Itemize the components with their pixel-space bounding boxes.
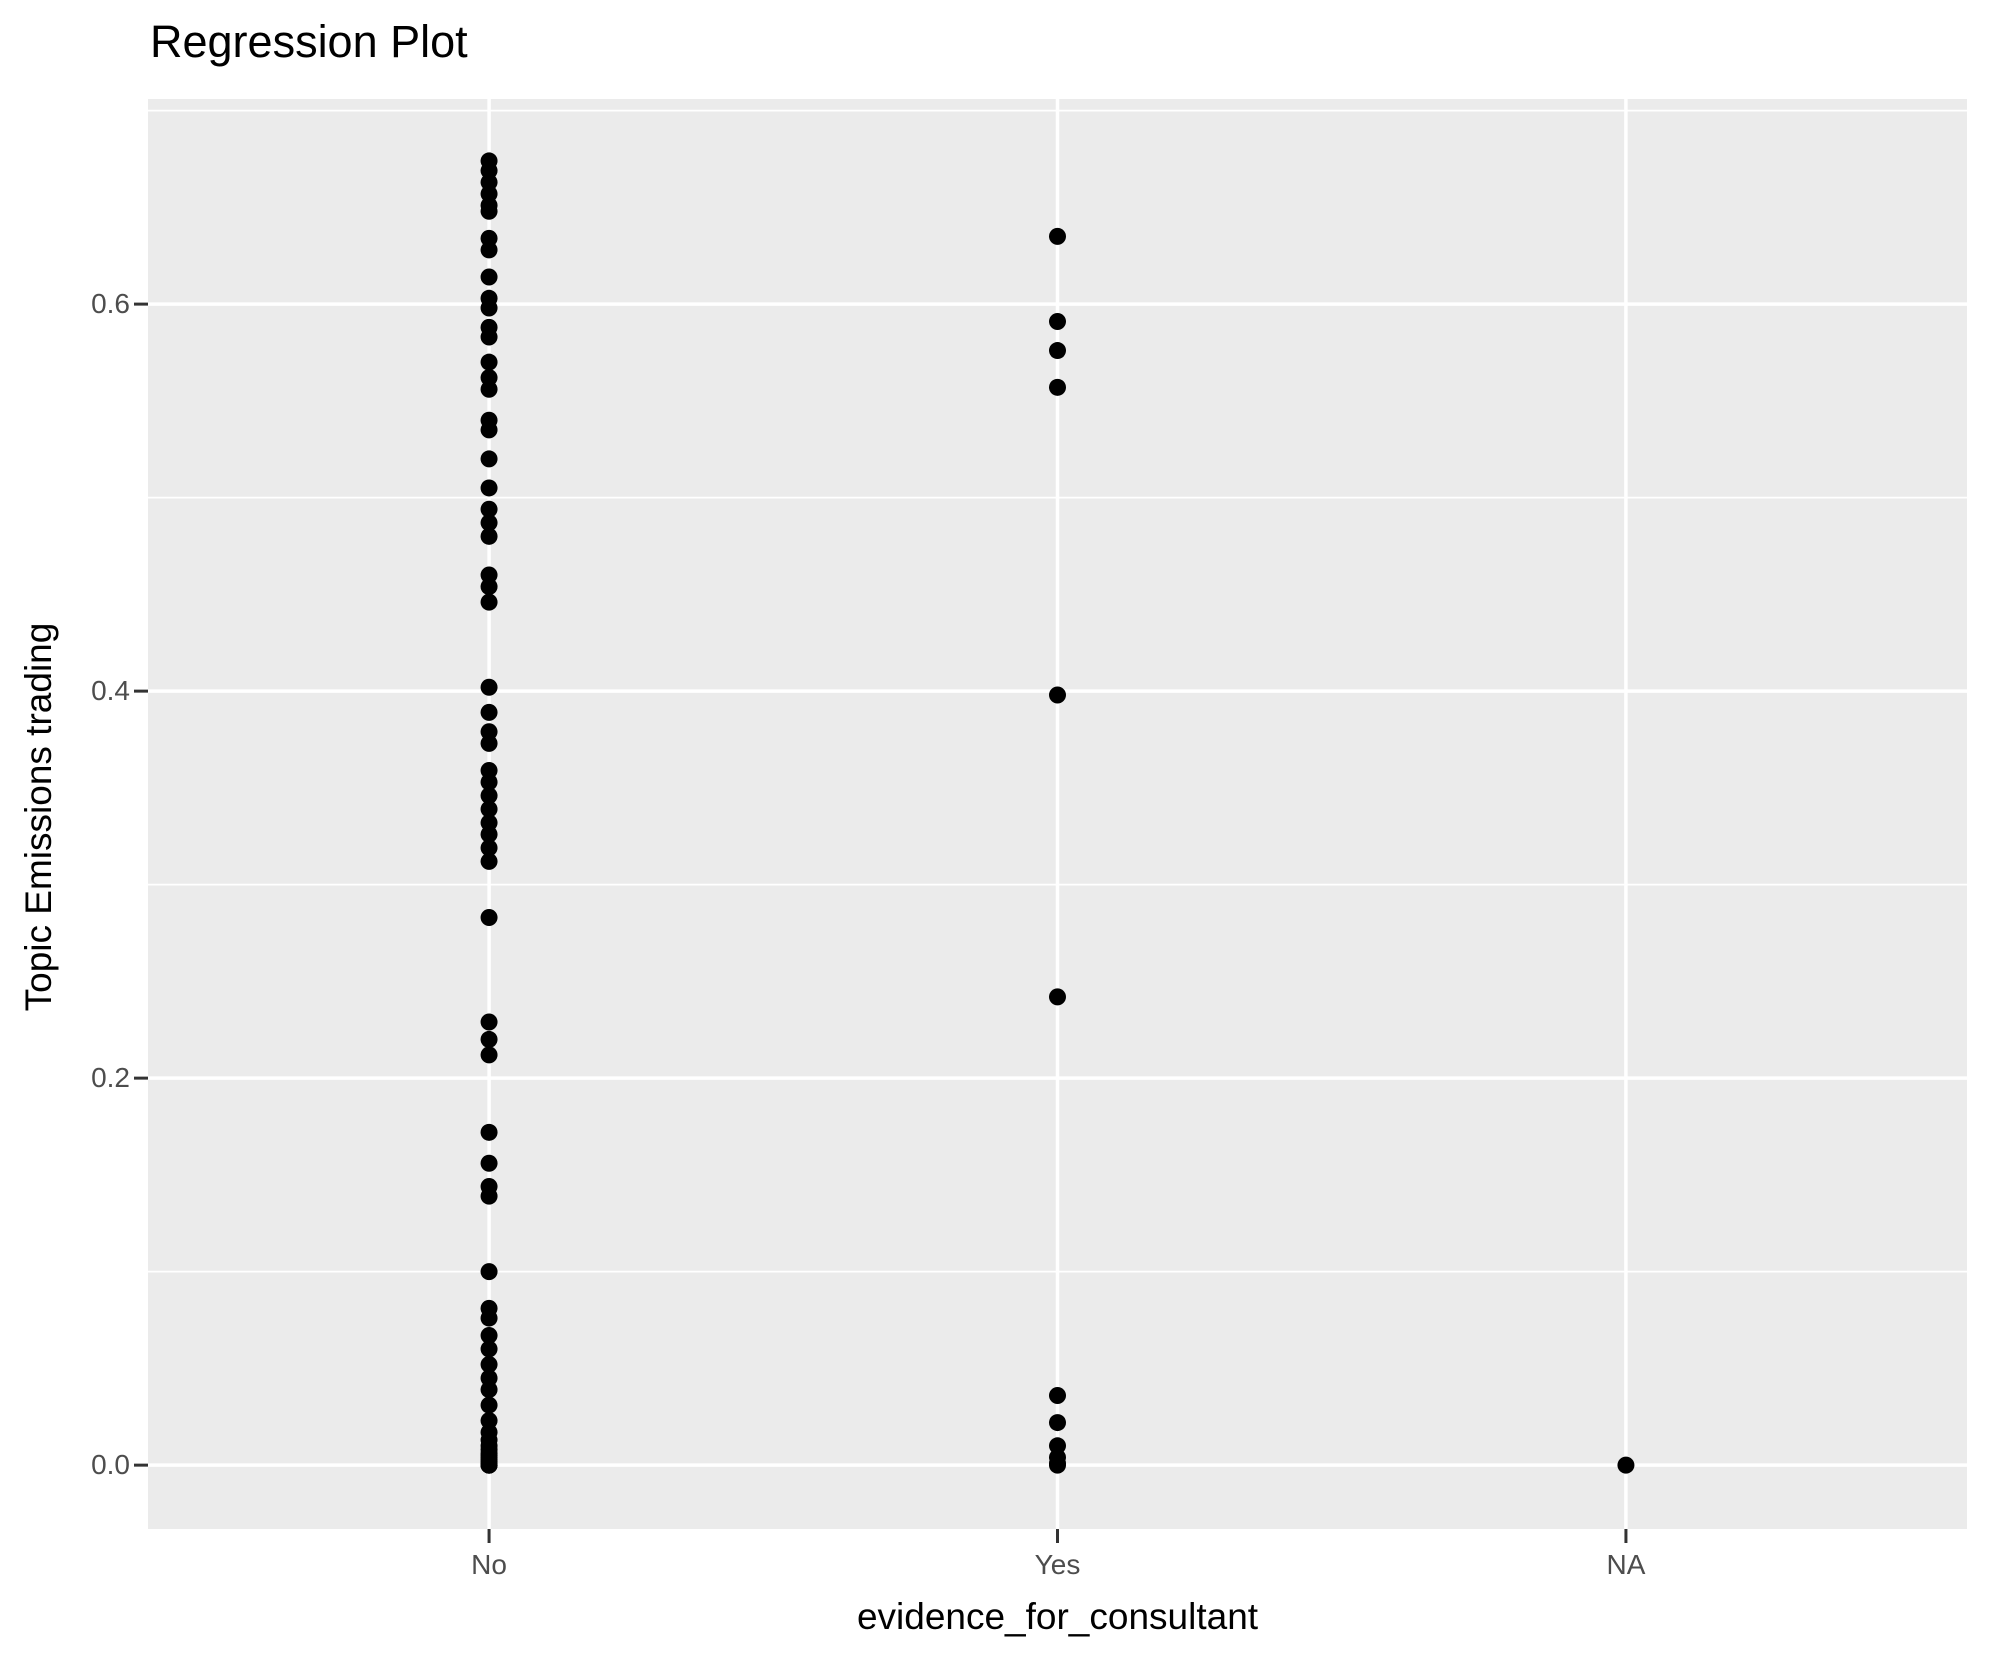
data-point	[480, 678, 498, 696]
data-point	[480, 1340, 498, 1358]
y-tick-label: 0.4	[91, 675, 130, 707]
data-point	[1049, 686, 1066, 704]
data-point	[1049, 313, 1066, 331]
data-point	[480, 527, 498, 545]
data-point	[480, 1187, 498, 1205]
data-point	[480, 1013, 498, 1031]
data-point	[480, 421, 498, 439]
data-point	[480, 353, 498, 371]
data-point	[480, 578, 498, 596]
data-point	[480, 328, 498, 346]
data-point	[480, 1456, 498, 1474]
data-point	[480, 1396, 498, 1414]
data-point	[1049, 1386, 1066, 1404]
data-point	[480, 1326, 498, 1344]
data-point	[480, 380, 498, 398]
data-point	[480, 514, 498, 532]
data-point	[480, 909, 498, 927]
x-tick-label: NA	[1606, 1549, 1646, 1580]
data-point	[480, 703, 498, 721]
data-point	[480, 734, 498, 752]
data-point	[1049, 1414, 1066, 1432]
data-point	[1049, 378, 1066, 396]
y-tick-label: 0.6	[91, 288, 130, 320]
data-point	[480, 1154, 498, 1172]
data-point	[480, 825, 498, 843]
data-point	[1049, 988, 1066, 1006]
data-point	[480, 1030, 498, 1048]
x-axis-title: evidence_for_consultant	[856, 1596, 1259, 1637]
data-point	[1049, 342, 1066, 360]
data-point	[480, 593, 498, 611]
plot-title: Regression Plot	[150, 16, 468, 67]
data-point	[480, 479, 498, 497]
x-tick-label: No	[471, 1549, 507, 1580]
data-point	[480, 241, 498, 259]
data-point	[480, 202, 498, 220]
data-point	[480, 1356, 498, 1374]
y-tick-label: 0.2	[91, 1062, 130, 1094]
data-point	[1049, 1456, 1066, 1474]
data-point	[480, 299, 498, 317]
data-point	[480, 268, 498, 286]
data-point	[480, 500, 498, 518]
data-point	[480, 1046, 498, 1064]
data-point	[480, 1123, 498, 1141]
data-point	[480, 839, 498, 857]
data-point	[480, 1309, 498, 1327]
data-point	[480, 800, 498, 818]
data-point	[1617, 1456, 1635, 1474]
data-point	[480, 1381, 498, 1399]
data-point	[1049, 227, 1066, 245]
data-point	[480, 787, 498, 805]
y-axis-title: Topic Emissions trading	[18, 622, 59, 1012]
data-point	[480, 852, 498, 870]
data-point	[480, 450, 498, 468]
x-tick-label: Yes	[1034, 1549, 1081, 1580]
y-tick-label: 0.0	[91, 1449, 130, 1481]
data-point	[480, 773, 498, 791]
data-point	[480, 1263, 498, 1281]
